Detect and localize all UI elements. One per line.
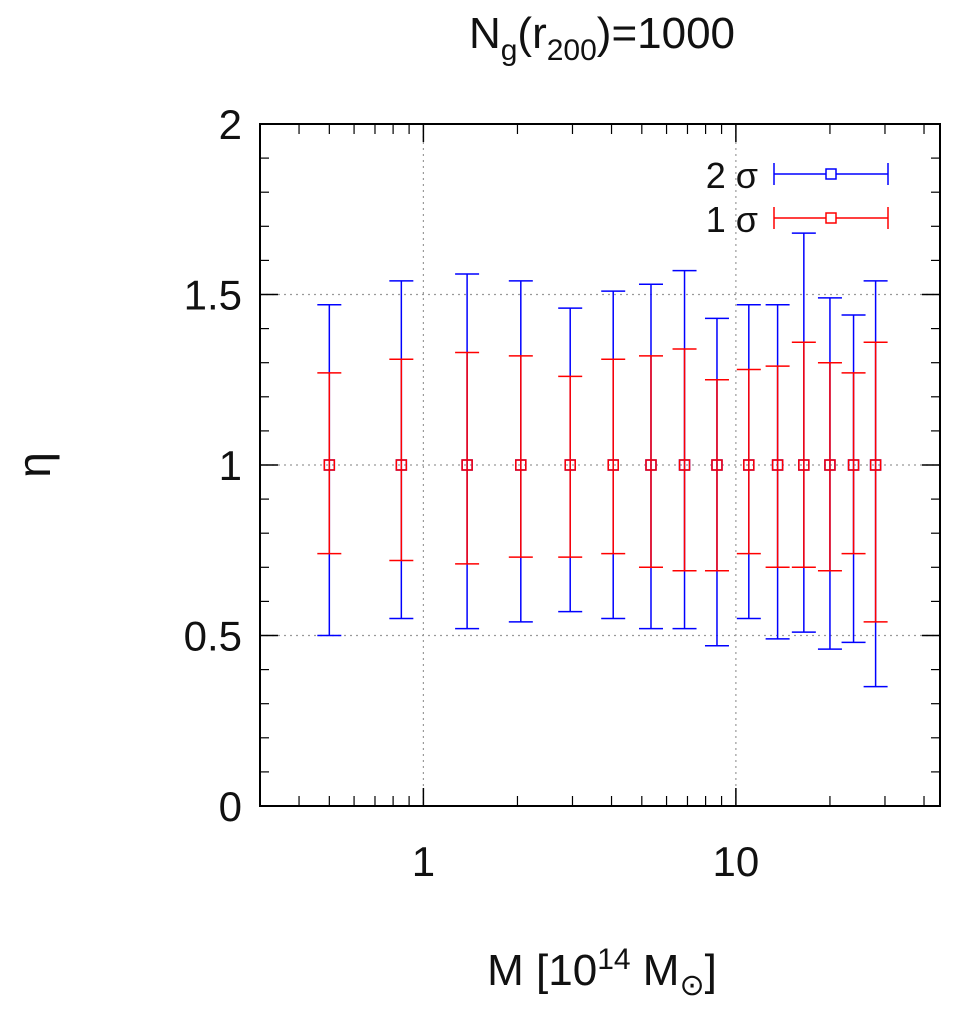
error-bar bbox=[508, 355, 533, 558]
legend-label: 1 σ bbox=[706, 199, 758, 240]
data-point-marker bbox=[515, 459, 527, 471]
error-bar bbox=[455, 351, 480, 565]
data-point-marker bbox=[645, 459, 657, 471]
grid bbox=[260, 124, 940, 806]
data-point-marker bbox=[395, 459, 408, 471]
error-bar bbox=[638, 355, 663, 569]
chart-title: Ng(r200)=1000 bbox=[469, 9, 735, 67]
error-bar bbox=[704, 379, 729, 572]
error-bar bbox=[558, 375, 583, 558]
error-bar bbox=[672, 348, 697, 572]
series bbox=[317, 232, 888, 688]
x-axis-label: M [1014 M⊙] bbox=[487, 943, 717, 1002]
legend: 2 σ1 σ bbox=[706, 155, 889, 240]
legend-label: 2 σ bbox=[706, 155, 758, 196]
error-bar bbox=[765, 365, 790, 569]
legend-item: 1 σ bbox=[706, 199, 889, 240]
y-axis-label: η bbox=[8, 452, 60, 478]
y-tick-label: 0 bbox=[219, 783, 242, 830]
data-point-marker bbox=[847, 459, 860, 471]
error-bar bbox=[863, 341, 888, 623]
legend-marker bbox=[825, 212, 837, 224]
data-point-marker bbox=[607, 459, 619, 471]
y-tick-label: 2 bbox=[219, 101, 242, 148]
data-point-marker bbox=[743, 459, 755, 471]
data-point-marker bbox=[824, 459, 836, 471]
y-tick-label: 0.5 bbox=[184, 613, 242, 660]
x-tick-label: 10 bbox=[713, 838, 760, 885]
error-bar bbox=[389, 358, 414, 562]
y-tick-label: 1.5 bbox=[184, 272, 242, 319]
error-bar bbox=[841, 372, 866, 555]
data-point-marker bbox=[711, 459, 723, 471]
data-point-marker bbox=[869, 459, 882, 471]
data-point-marker bbox=[564, 459, 576, 471]
error-bar bbox=[601, 358, 626, 555]
y-tick-label: 1 bbox=[219, 442, 242, 489]
error-bar bbox=[736, 368, 761, 555]
error-bar bbox=[791, 341, 816, 569]
legend-item: 2 σ bbox=[706, 155, 889, 196]
x-tick-label: 1 bbox=[412, 838, 435, 885]
data-point-marker bbox=[461, 459, 473, 471]
axis-ticks: 0 0.5 1 1.5 2 1 10 bbox=[184, 101, 940, 885]
data-point-marker bbox=[678, 459, 691, 471]
data-point-marker bbox=[771, 459, 784, 471]
data-point-marker bbox=[323, 459, 336, 471]
error-bar bbox=[317, 372, 342, 555]
legend-marker bbox=[825, 168, 837, 180]
error-bar bbox=[817, 361, 842, 572]
data-point-marker bbox=[798, 459, 810, 471]
series-one-sigma bbox=[317, 341, 888, 623]
